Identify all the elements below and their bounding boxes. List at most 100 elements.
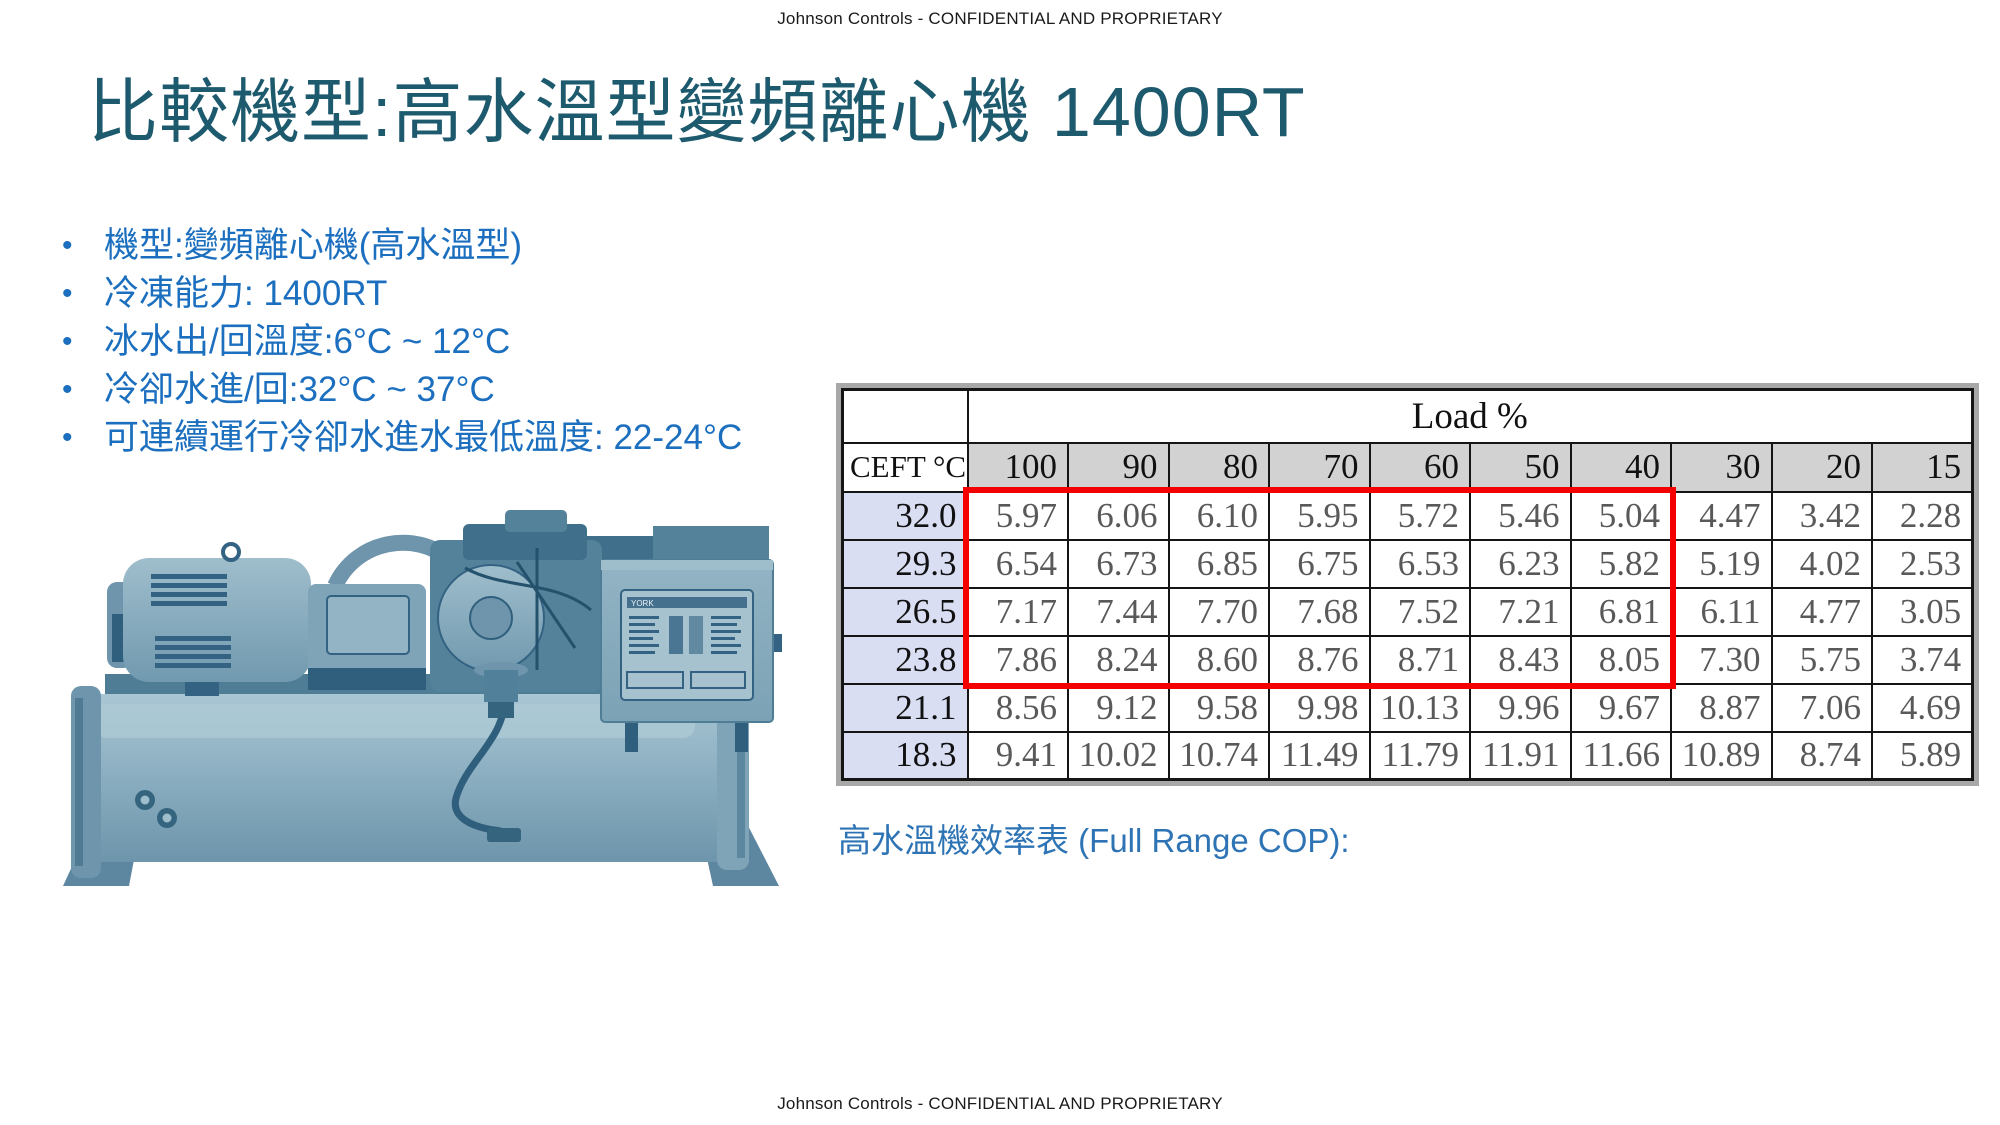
cop-value-cell: 7.17 (966, 586, 1069, 637)
cop-value-cell: 8.43 (1469, 634, 1572, 685)
cop-value-cell: 5.19 (1670, 538, 1773, 589)
confidentiality-footer: Johnson Controls - CONFIDENTIAL AND PROP… (777, 1094, 1223, 1113)
load-col-header: 20 (1770, 441, 1873, 493)
bullet-item: 機型:變頻離心機(高水溫型) (52, 222, 852, 270)
cop-value-cell: 7.30 (1670, 634, 1773, 685)
cop-value-cell: 9.67 (1569, 682, 1672, 733)
cop-value-cell: 4.77 (1770, 586, 1873, 637)
cop-value-cell: 11.79 (1368, 730, 1471, 781)
cop-value-cell: 7.68 (1268, 586, 1371, 637)
cop-value-cell: 8.76 (1268, 634, 1371, 685)
cop-value-cell: 5.82 (1569, 538, 1672, 589)
ceft-value-cell: 18.3 (841, 730, 969, 781)
cop-value-cell: 8.60 (1167, 634, 1270, 685)
cop-value-cell: 6.75 (1268, 538, 1371, 589)
chiller-image: YORK (63, 510, 782, 886)
bullet-item: 冷卻水進/回:32°C ~ 37°C (52, 366, 852, 414)
cop-value-cell: 3.74 (1871, 634, 1974, 685)
cop-value-cell: 3.05 (1871, 586, 1974, 637)
cop-table-row: 29.3 6.54 6.73 6.85 6.75 6.53 6.23 5.82 5.19 4.02… (841, 538, 1974, 589)
page-title: 比較機型:高水溫型變頻離心機 1400RT (88, 73, 1306, 151)
cop-value-cell: 7.06 (1770, 682, 1873, 733)
panel-brand-label: YORK (631, 599, 654, 608)
cop-value-cell: 5.97 (966, 490, 1069, 541)
cop-value-cell: 10.02 (1067, 730, 1170, 781)
load-col-header: 80 (1167, 441, 1270, 493)
cop-value-cell: 4.02 (1770, 538, 1873, 589)
cop-value-cell: 7.86 (966, 634, 1069, 685)
confidentiality-header: Johnson Controls - CONFIDENTIAL AND PROP… (777, 9, 1223, 28)
cop-table-row: 26.5 7.17 7.44 7.70 7.68 7.52 7.21 6.81 6.11 4.77… (841, 586, 1974, 637)
chiller-gearbox (308, 534, 453, 690)
cop-value-cell: 5.75 (1770, 634, 1873, 685)
cop-value-cell: 9.96 (1469, 682, 1572, 733)
cop-value-cell: 2.28 (1871, 490, 1974, 541)
cop-value-cell: 6.06 (1067, 490, 1170, 541)
cop-value-cell: 5.46 (1469, 490, 1572, 541)
ceft-value-cell: 32.0 (841, 490, 969, 541)
cop-value-cell: 8.05 (1569, 634, 1672, 685)
cop-value-cell: 8.56 (966, 682, 1069, 733)
table-caption: 高水溫機效率表 (Full Range COP): (838, 822, 1350, 859)
cop-value-cell: 6.10 (1167, 490, 1270, 541)
cop-table: Load % CEFT °C 100 90 80 70 60 50 40 30 20 15 32.… (841, 388, 1975, 781)
cop-value-cell: 7.70 (1167, 586, 1270, 637)
cop-value-cell: 8.71 (1368, 634, 1471, 685)
cop-value-cell: 4.69 (1871, 682, 1974, 733)
cop-value-cell: 9.12 (1067, 682, 1170, 733)
bullet-item: 冷凍能力: 1400RT (52, 270, 852, 318)
load-col-header: 100 (966, 441, 1069, 493)
cop-value-cell: 10.89 (1670, 730, 1773, 781)
load-header-cell: Load % (966, 388, 1974, 444)
cop-value-cell: 9.41 (966, 730, 1069, 781)
cop-value-cell: 7.21 (1469, 586, 1572, 637)
cop-value-cell: 6.73 (1067, 538, 1170, 589)
bullet-list: 機型:變頻離心機(高水溫型)冷凍能力: 1400RT冰水出/回溫度:6°C ~ … (52, 222, 852, 462)
cop-value-cell: 5.89 (1871, 730, 1974, 781)
cop-value-cell: 6.85 (1167, 538, 1270, 589)
cop-value-cell: 9.98 (1268, 682, 1371, 733)
cop-table-row: 18.3 9.41 10.02 10.74 11.49 11.79 11.91 11.66 10… (841, 730, 1974, 781)
chiller-compressor (430, 510, 769, 718)
cop-table-row: 23.8 7.86 8.24 8.60 8.76 8.71 8.43 8.05 7.30 5.75… (841, 634, 1974, 685)
cop-value-cell: 11.49 (1268, 730, 1371, 781)
cop-table-frame: Load % CEFT °C 100 90 80 70 60 50 40 30 20 15 32.… (836, 383, 1980, 786)
cop-table-row: 32.0 5.97 6.06 6.10 5.95 5.72 5.46 5.04 4.47 3.42… (841, 490, 1974, 541)
bullet-item: 冰水出/回溫度:6°C ~ 12°C (52, 318, 852, 366)
cop-value-cell: 5.72 (1368, 490, 1471, 541)
cop-value-cell: 6.53 (1368, 538, 1471, 589)
corner-cell (841, 388, 969, 444)
cop-value-cell: 5.95 (1268, 490, 1371, 541)
cop-value-cell: 7.44 (1067, 586, 1170, 637)
cop-value-cell: 6.81 (1569, 586, 1672, 637)
cop-value-cell: 6.11 (1670, 586, 1773, 637)
cop-value-cell: 6.23 (1469, 538, 1572, 589)
load-col-header: 70 (1268, 441, 1371, 493)
cop-value-cell: 8.87 (1670, 682, 1773, 733)
cop-value-cell: 11.66 (1569, 730, 1672, 781)
cop-value-cell: 11.91 (1469, 730, 1572, 781)
load-col-header: 50 (1469, 441, 1572, 493)
cop-value-cell: 4.47 (1670, 490, 1773, 541)
ceft-value-cell: 21.1 (841, 682, 969, 733)
cop-value-cell: 10.13 (1368, 682, 1471, 733)
load-col-header: 40 (1569, 441, 1672, 493)
load-col-header: 15 (1871, 441, 1974, 493)
ceft-value-cell: 29.3 (841, 538, 969, 589)
load-col-header: 90 (1067, 441, 1170, 493)
cop-value-cell: 7.52 (1368, 586, 1471, 637)
load-col-header: 60 (1368, 441, 1471, 493)
front-pipe (451, 695, 509, 835)
cop-value-cell: 8.74 (1770, 730, 1873, 781)
chiller-control-panel: YORK (600, 559, 782, 752)
ceft-header-cell: CEFT °C (841, 441, 969, 493)
cop-value-cell: 10.74 (1167, 730, 1270, 781)
cop-value-cell: 8.24 (1067, 634, 1170, 685)
cop-value-cell: 6.54 (966, 538, 1069, 589)
bullet-item: 可連續運行冷卻水進水最低溫度: 22-24°C (52, 414, 852, 462)
cop-value-cell: 2.53 (1871, 538, 1974, 589)
col-header-row: CEFT °C 100 90 80 70 60 50 40 30 20 15 (841, 441, 1974, 493)
cop-value-cell: 3.42 (1770, 490, 1873, 541)
load-col-header: 30 (1670, 441, 1773, 493)
